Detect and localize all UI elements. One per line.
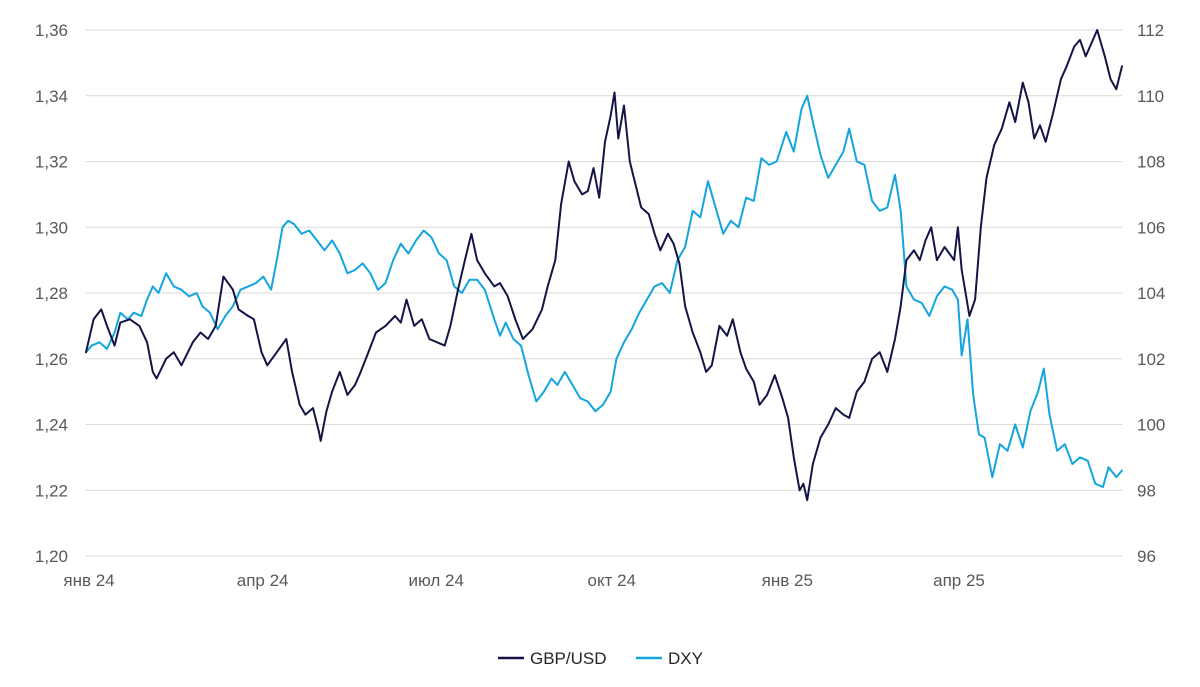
- left-tick-label: 1,28: [35, 284, 68, 303]
- left-tick-label: 1,22: [35, 481, 68, 500]
- right-tick-label: 106: [1137, 218, 1165, 237]
- right-tick-label: 96: [1137, 547, 1156, 566]
- left-tick-label: 1,26: [35, 350, 68, 369]
- left-tick-label: 1,36: [35, 21, 68, 40]
- left-axis-ticks: 1,20 1,22 1,24 1,26 1,28 1,30 1,32 1,34 1,36: [35, 21, 68, 566]
- x-tick-label: окт 24: [588, 571, 637, 590]
- left-tick-label: 1,34: [35, 87, 68, 106]
- x-tick-label: янв 25: [762, 571, 813, 590]
- right-tick-label: 100: [1137, 416, 1165, 435]
- legend-gbpusd-label: GBP/USD: [530, 649, 607, 668]
- right-axis-ticks: 96 98 100 102 104 106 108 110 112: [1137, 21, 1165, 566]
- right-tick-label: 104: [1137, 284, 1165, 303]
- x-tick-label: апр 24: [237, 571, 289, 590]
- x-tick-label: июл 24: [409, 571, 464, 590]
- left-tick-label: 1,30: [35, 218, 68, 237]
- left-tick-label: 1,24: [35, 416, 68, 435]
- gridlines: [86, 29, 1122, 557]
- series-layer: [85, 29, 1123, 502]
- left-tick-label: 1,32: [35, 153, 68, 172]
- legend: GBP/USD DXY: [498, 649, 703, 668]
- right-tick-label: 102: [1137, 350, 1165, 369]
- legend-dxy-label: DXY: [668, 649, 703, 668]
- right-tick-label: 110: [1137, 87, 1164, 106]
- x-tick-label: янв 24: [63, 571, 114, 590]
- x-axis-ticks: янв 24 апр 24 июл 24 окт 24 янв 25 апр 25: [63, 571, 985, 590]
- right-tick-label: 98: [1137, 481, 1156, 500]
- series-line-dxy: [85, 94, 1123, 488]
- left-tick-label: 1,20: [35, 547, 68, 566]
- series-line-gbpusd: [85, 29, 1123, 502]
- x-tick-label: апр 25: [933, 571, 985, 590]
- right-tick-label: 108: [1137, 153, 1165, 172]
- right-tick-label: 112: [1137, 21, 1164, 40]
